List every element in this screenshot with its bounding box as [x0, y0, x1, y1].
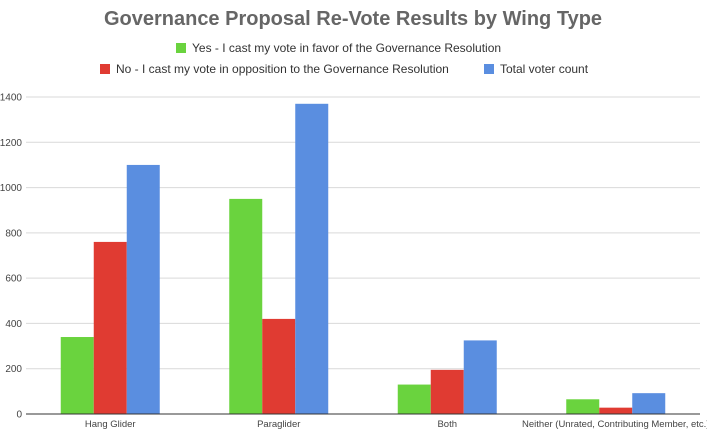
x-category-label: Neither (Unrated, Contributing Member, e… [522, 419, 707, 430]
bar [632, 393, 666, 414]
y-tick-label: 200 [5, 364, 22, 375]
y-tick-label: 0 [16, 410, 22, 421]
y-tick-label: 1200 [0, 138, 22, 149]
bar [229, 198, 263, 414]
bar [463, 340, 497, 414]
y-tick-label: 1400 [0, 93, 22, 104]
legend-label-yes: Yes - I cast my vote in favor of the Gov… [192, 41, 501, 55]
x-category-label: Both [437, 419, 457, 430]
x-axis-labels: Hang Glider Paraglider Both Neither (Unrate… [85, 419, 707, 430]
x-category-label: Hang Glider [85, 419, 136, 430]
bar [397, 384, 431, 414]
legend-swatch-no [100, 64, 110, 74]
y-axis-ticks: 0 200 400 600 800 1000 1200 1400 [0, 93, 22, 421]
bar [430, 369, 464, 414]
legend: Yes - I cast my vote in favor of the Gov… [100, 41, 589, 76]
bars [60, 103, 666, 415]
bar [262, 318, 296, 414]
legend-swatch-yes [176, 43, 186, 53]
bar [60, 337, 94, 414]
bar [566, 399, 600, 414]
bar [93, 241, 127, 414]
legend-label-total: Total voter count [500, 62, 589, 76]
bar [295, 103, 329, 415]
chart-title: Governance Proposal Re-Vote Results by W… [104, 8, 602, 30]
y-tick-label: 1000 [0, 183, 22, 194]
y-tick-label: 400 [5, 319, 22, 330]
x-category-label: Paraglider [257, 419, 300, 430]
y-tick-label: 600 [5, 274, 22, 285]
legend-swatch-total [484, 64, 494, 74]
legend-label-no: No - I cast my vote in opposition to the… [116, 62, 449, 76]
bar [599, 407, 633, 414]
bar [126, 164, 160, 414]
y-tick-label: 800 [5, 228, 22, 239]
